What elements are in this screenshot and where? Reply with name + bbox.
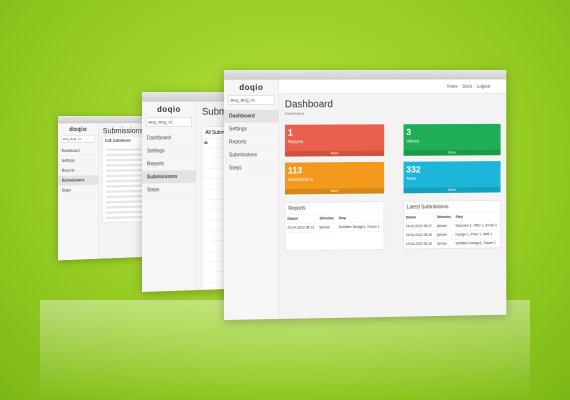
logo: doqio [239, 83, 264, 92]
table-box: Latest Submissions Datum Stimulus Step 29.04… [403, 200, 501, 250]
column-header: Stimulus [317, 214, 337, 224]
nav-item[interactable]: Dashboard [224, 109, 279, 123]
nav-item[interactable]: Steps [58, 185, 99, 196]
column-header: Datum [403, 213, 435, 223]
top-link[interactable]: Logout [476, 83, 491, 89]
tiles: 1 Reports More 3 Values More 113 Submissions Mor… [284, 123, 501, 195]
tile-more[interactable]: More [284, 188, 384, 195]
cell: Iphone [434, 239, 454, 249]
stat-tile: 332 Tests More [403, 161, 501, 194]
cell: Schlitten Design1, Traum 1 [336, 222, 384, 232]
browser-window: doqio Blog_Blog_01 Dashboard Settings Report… [224, 70, 507, 320]
nav-item[interactable]: Submissions [142, 170, 196, 184]
tile-value: 113 [287, 165, 303, 176]
breadcrumb: Dashboard [284, 111, 305, 116]
sidebar: doqio Blog_Blog_01 Dashboard Settings Report… [142, 101, 197, 292]
tile-label: Tests [406, 175, 417, 181]
top-link[interactable]: Trans [446, 83, 458, 89]
nav-item[interactable]: Dashboard [58, 146, 99, 157]
nav-item[interactable]: Settings [142, 144, 196, 158]
row: 29.04.2022 08:13 Iphone Schlitten Design1,… [285, 222, 384, 233]
project-select[interactable]: Blog_Blog_01 [227, 95, 275, 105]
data-table: Datum Stimulus Step 29.04.2022 08:17 Iphone S… [403, 212, 501, 249]
tile-value: 3 [406, 127, 412, 138]
cell: 29.04.2022 08:13 [285, 223, 318, 233]
tile-value: 1 [287, 127, 293, 138]
stat-tile: 3 Values More [403, 123, 501, 156]
nav-item[interactable]: Reports [142, 157, 196, 171]
nav-item[interactable]: Submissions [224, 148, 279, 162]
cell: Iphone [434, 221, 454, 231]
column-header: Datum [285, 214, 318, 224]
tile-more[interactable]: More [403, 187, 501, 194]
row: 29.04.2022 08:15 Iphone Schlitten Design1,… [403, 238, 501, 249]
cell: 29.04.2022 08:17 [403, 221, 435, 232]
sidebar: doqio Blog_Blog_01 Dashboard Settings Report… [224, 79, 279, 320]
nav-item[interactable]: Steps [224, 161, 279, 175]
nav-item[interactable]: Steps [142, 183, 196, 197]
nav-item[interactable]: Dashboard [142, 131, 196, 145]
nav-item[interactable]: Reports [224, 135, 279, 149]
cell: Iphone [434, 230, 454, 240]
tile-label: Submissions [287, 176, 313, 182]
project-select[interactable]: Blog_Blog_01 [60, 135, 96, 143]
box-title: Latest Submissions [403, 200, 501, 214]
data-table: Datum Stimulus Step 29.04.2022 08:13 Iphone S… [285, 213, 384, 233]
table-box: Reports Datum Stimulus Step 29.04.2022 08:13… [284, 201, 384, 252]
tile-value: 332 [406, 164, 421, 175]
logo: doqio [69, 126, 87, 133]
nav-item[interactable]: Settings [58, 155, 99, 167]
top-bar: Trans Docs Logout [278, 79, 507, 94]
cell: Iphone [317, 222, 337, 233]
tile-label: Reports [287, 139, 304, 145]
tile-more[interactable]: More [284, 150, 384, 157]
box-title: Reports [285, 201, 384, 215]
cell: Schlitten Design1, Traum 1 [453, 238, 501, 249]
page-title: Dashboard [284, 98, 333, 110]
nav-item[interactable]: Settings [224, 122, 279, 136]
tile-more[interactable]: More [403, 149, 501, 156]
stat-tile: 113 Submissions More [284, 161, 384, 195]
title-bar [224, 70, 507, 80]
main-area: Trans Docs Logout Dashboard Dashboard 1 Report… [278, 79, 507, 319]
project-select[interactable]: Blog_Blog_01 [145, 117, 192, 127]
stat-tile: 1 Reports More [284, 124, 384, 157]
top-link[interactable]: Docs [462, 83, 473, 89]
logo: doqio [157, 105, 181, 114]
sidebar: doqio Blog_Blog_01 Dashboard Settings Report… [58, 123, 99, 261]
column-header: Stimulus [434, 212, 454, 222]
tables: Reports Datum Stimulus Step 29.04.2022 08:13… [284, 200, 501, 252]
cell: 29.04.2022 08:16 [403, 230, 435, 240]
cell: 29.04.2022 08:15 [403, 239, 435, 249]
tile-label: Values [406, 138, 420, 144]
